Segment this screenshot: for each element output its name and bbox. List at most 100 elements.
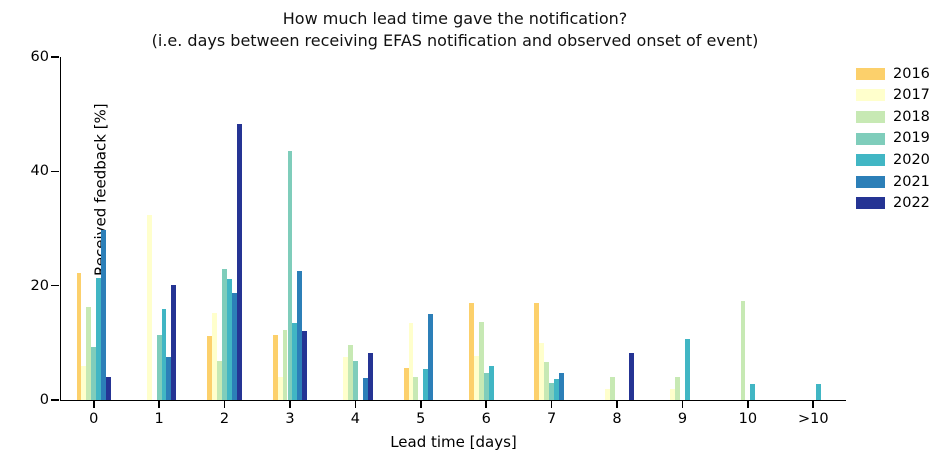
chart-title: How much lead time gave the notification… (282, 9, 628, 28)
bar-2019-leadtime-4 (352, 360, 358, 400)
bar-2019-leadtime-6 (483, 373, 489, 400)
legend-item-2022: 2022 (856, 193, 930, 215)
bar-2020-leadtime-3 (292, 322, 298, 400)
legend-swatch-icon (856, 175, 885, 188)
chart-subtitle: (i.e. days between receiving EFAS notifi… (151, 31, 759, 50)
y-tick-label: 20 (30, 277, 49, 294)
bar-2017-leadtime-6 (473, 355, 479, 400)
bar-2022-leadtime-8 (629, 352, 635, 400)
x-tick (616, 400, 618, 408)
bar-2021-leadtime-2 (231, 292, 237, 400)
legend-label: 2020 (893, 151, 930, 168)
x-tick (223, 400, 226, 408)
x-tick-label: 5 (416, 411, 426, 427)
bar-2018-leadtime-9 (675, 377, 680, 400)
bar-2018-leadtime-5 (413, 376, 419, 400)
x-tick-label: 3 (285, 411, 295, 427)
bar-2016-leadtime-6 (469, 303, 474, 400)
legend-label: 2019 (893, 130, 930, 147)
legend-label: 2022 (893, 195, 930, 212)
x-tick-label: 10 (738, 411, 758, 427)
bar-2021-leadtime-0 (101, 229, 106, 400)
legend: 2016 2017 2018 2019 2020 2021 2022 (856, 63, 930, 214)
bar-2016-leadtime-3 (272, 335, 278, 400)
y-tick-label: 60 (30, 49, 49, 65)
bar-2019-leadtime-0 (91, 347, 97, 400)
bar-2020-leadtime-0 (96, 278, 102, 400)
x-tick-label: 0 (89, 411, 99, 427)
bar-2017-leadtime-8 (604, 388, 610, 400)
x-tick (485, 400, 487, 408)
bar-2017-leadtime-7 (539, 343, 545, 400)
legend-swatch-icon (856, 132, 885, 145)
x-tick (419, 400, 422, 408)
legend-item-2019: 2019 (856, 128, 930, 150)
bar-2020-leadtime-10 (750, 384, 756, 400)
bar-2019-leadtime-3 (287, 150, 293, 400)
legend-swatch-icon (856, 67, 885, 80)
bar-2020-leadtime->10 (815, 384, 821, 400)
x-tick (550, 400, 553, 408)
legend-label: 2017 (893, 87, 930, 104)
bar-2016-leadtime-2 (207, 335, 213, 400)
x-tick (158, 400, 160, 408)
legend-swatch-icon (856, 154, 885, 167)
bar-2018-leadtime-0 (86, 307, 92, 400)
bar-2021-leadtime-1 (166, 356, 172, 400)
plot-area: Received feedback [%] Lead time [days] 0… (31, 49, 846, 451)
bar-2017-leadtime-9 (670, 389, 676, 400)
bar-2018-leadtime-10 (740, 300, 746, 400)
bar-2018-leadtime-6 (478, 322, 484, 400)
bar-2018-leadtime-8 (609, 377, 615, 400)
legend-swatch-icon (856, 197, 885, 210)
x-tick (92, 400, 95, 408)
bar-2016-leadtime-7 (534, 303, 540, 400)
x-tick-label: 8 (612, 411, 622, 427)
bar-2020-leadtime-1 (161, 309, 167, 400)
y-tick (51, 170, 60, 173)
x-tick (747, 400, 749, 408)
bar-2020-leadtime-7 (554, 379, 559, 400)
x-tick-label: 2 (219, 411, 230, 427)
bar-2017-leadtime-4 (343, 356, 349, 400)
x-axis-label: Lead time [days] (390, 433, 517, 451)
bar-2017-leadtime-0 (81, 366, 87, 400)
x-tick-label: 4 (350, 411, 360, 427)
legend-label: 2016 (893, 65, 930, 82)
bar-2020-leadtime-2 (226, 278, 232, 400)
bar-2022-leadtime-0 (105, 376, 111, 400)
bar-2017-leadtime-5 (408, 322, 414, 400)
x-tick (681, 400, 684, 408)
legend-item-2016: 2016 (856, 63, 930, 85)
bar-2019-leadtime-1 (156, 334, 162, 400)
legend-label: 2018 (893, 108, 930, 125)
y-tick (51, 399, 60, 401)
y-tick-label: 40 (30, 163, 49, 180)
bar-2017-leadtime-1 (146, 215, 152, 400)
bar-2021-leadtime-7 (558, 373, 564, 400)
bar-2021-leadtime-4 (362, 378, 368, 400)
x-tick-label: 1 (154, 411, 164, 427)
bar-2022-leadtime-2 (236, 124, 242, 400)
x-tick-label: 6 (481, 411, 491, 427)
bar-2018-leadtime-2 (217, 360, 223, 400)
y-tick-label: 0 (39, 392, 49, 408)
legend-item-2020: 2020 (856, 149, 930, 171)
bar-2022-leadtime-4 (367, 353, 373, 400)
bar-2019-leadtime-2 (222, 269, 227, 400)
x-tick-label: 7 (547, 411, 557, 427)
bar-2021-leadtime-3 (297, 270, 303, 400)
x-tick (354, 400, 357, 408)
bar-2020-leadtime-5 (423, 369, 429, 400)
legend-swatch-icon (856, 89, 885, 102)
bar-2017-leadtime-3 (277, 377, 283, 400)
bar-2020-leadtime-9 (684, 338, 690, 400)
x-tick-label: 9 (677, 411, 688, 427)
x-tick (289, 400, 291, 408)
y-tick (51, 56, 60, 58)
bar-2018-leadtime-7 (544, 362, 550, 400)
legend-item-2018: 2018 (856, 106, 930, 128)
bar-2016-leadtime-5 (403, 368, 409, 400)
bar-2018-leadtime-3 (282, 330, 288, 400)
